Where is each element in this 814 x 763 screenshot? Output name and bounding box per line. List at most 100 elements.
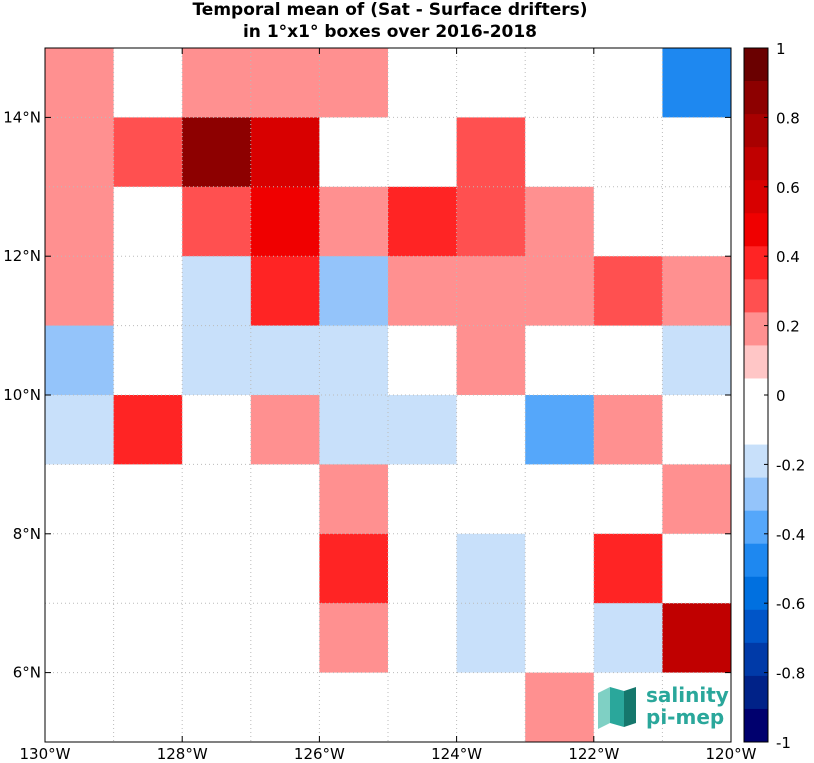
heatmap-cell xyxy=(662,256,732,327)
colorbar-bin xyxy=(744,576,768,611)
heatmap-cell xyxy=(388,464,458,535)
heatmap-cell xyxy=(182,117,252,188)
heatmap-cell xyxy=(182,48,252,118)
colorbar-bin xyxy=(744,279,768,313)
heatmap-cell xyxy=(662,117,732,188)
y-axis: 6°N 8°N 10°N 12°N 14°N xyxy=(3,108,731,682)
chart-title: Temporal mean of (Sat - Surface drifters… xyxy=(192,0,588,20)
heatmap-cell xyxy=(113,48,183,118)
colorbar: 1 0.8 0.6 0.4 0.2 0 -0.2 -0.4 -0.6 -0.8 -1 xyxy=(743,40,805,752)
colorbar-bin xyxy=(744,312,768,346)
heatmap-cell xyxy=(593,256,663,327)
heatmap-cell xyxy=(525,186,595,257)
colorbar-tick-label: 0 xyxy=(776,387,786,405)
colorbar-bin xyxy=(744,609,768,644)
heatmap-cell xyxy=(593,186,663,257)
logo-line-1: salinity xyxy=(646,683,729,707)
colorbar-tick-label: -0.4 xyxy=(776,526,805,544)
heatmap-cell xyxy=(662,672,732,743)
heatmap-cell xyxy=(662,186,732,257)
heatmap-cell xyxy=(113,672,183,743)
salinity-pi-mep-logo: salinity pi-mep xyxy=(594,683,729,733)
heatmap-cell xyxy=(45,603,115,674)
heatmap-cell xyxy=(456,464,526,535)
heatmap-cell xyxy=(182,672,252,743)
heatmap-cell xyxy=(250,256,320,327)
heatmap-cell xyxy=(182,603,252,674)
heatmap-cell xyxy=(319,256,389,327)
heatmap-cell xyxy=(388,533,458,604)
x-tick-label: 124°W xyxy=(431,745,482,763)
colorbar-tick-label: 0.8 xyxy=(776,109,800,127)
heatmap-cell xyxy=(456,117,526,188)
heatmap-cell xyxy=(593,117,663,188)
heatmap-cell xyxy=(45,117,115,188)
colorbar-bin xyxy=(744,543,768,578)
colorbar-bin xyxy=(744,114,768,148)
heatmap-cell xyxy=(456,48,526,118)
x-axis: 130°W 128°W 126°W 124°W 122°W 120°W xyxy=(20,48,757,763)
heatmap-cell xyxy=(662,603,732,674)
heatmap-cell xyxy=(250,603,320,674)
colorbar-bin xyxy=(744,411,768,445)
heatmap-cell xyxy=(250,48,320,118)
colorbar-tick-label: -1 xyxy=(776,734,791,752)
heatmap-cell xyxy=(250,186,320,257)
heatmap-cell xyxy=(525,256,595,327)
heatmap-cell xyxy=(456,395,526,465)
logo-mark-icon xyxy=(598,687,636,729)
heatmap-cell xyxy=(388,256,458,327)
heatmap-cell xyxy=(250,464,320,535)
y-tick-label: 12°N xyxy=(3,247,41,265)
heatmap-cell xyxy=(113,603,183,674)
heatmap-cell xyxy=(182,533,252,604)
heatmap-cells xyxy=(45,48,732,743)
colorbar-bin xyxy=(744,675,768,710)
heatmap-cell xyxy=(662,325,732,396)
heatmap-cell xyxy=(662,533,732,604)
heatmap-cell xyxy=(593,533,663,604)
colorbar-tick-label: -0.8 xyxy=(776,665,805,683)
y-tick-label: 14°N xyxy=(3,108,41,126)
colorbar-tick-label: -0.6 xyxy=(776,595,805,613)
heatmap-cell xyxy=(456,186,526,257)
heatmap-cell xyxy=(45,256,115,327)
heatmap-cell xyxy=(525,672,595,743)
heatmap-cell xyxy=(456,325,526,396)
heatmap-cell xyxy=(525,395,595,465)
x-tick-label: 128°W xyxy=(157,745,208,763)
heatmap-cell xyxy=(182,186,252,257)
colorbar-bin xyxy=(744,510,768,545)
x-tick-label: 122°W xyxy=(568,745,619,763)
heatmap-cell xyxy=(45,48,115,118)
heatmap-cell xyxy=(388,48,458,118)
heatmap-cell xyxy=(662,48,732,118)
heatmap-cell xyxy=(45,533,115,604)
colorbar-bin xyxy=(744,180,768,214)
colorbar-tick-label: 0.6 xyxy=(776,179,800,197)
colorbar-bin xyxy=(744,642,768,677)
heatmap-cell xyxy=(388,672,458,743)
heatmap-cell xyxy=(662,464,732,535)
heatmap-cell xyxy=(113,533,183,604)
heatmap-cell xyxy=(45,672,115,743)
heatmap-cell xyxy=(525,48,595,118)
colorbar-tick-label: 0.2 xyxy=(776,318,800,336)
heatmap-cell xyxy=(525,117,595,188)
colorbar-bin xyxy=(744,81,768,115)
heatmap-cell xyxy=(182,395,252,465)
heatmap-cell xyxy=(593,464,663,535)
y-tick-label: 8°N xyxy=(13,525,41,543)
heatmap-cell xyxy=(388,395,458,465)
heatmap-cell xyxy=(388,117,458,188)
heatmap-cell xyxy=(113,325,183,396)
heatmap-cell xyxy=(182,325,252,396)
y-tick-label: 10°N xyxy=(3,386,41,404)
heatmap-cell xyxy=(113,186,183,257)
x-tick-label: 126°W xyxy=(294,745,345,763)
heatmap-cell xyxy=(593,603,663,674)
heatmap-cell xyxy=(593,325,663,396)
x-tick-label: 130°W xyxy=(20,745,71,763)
heatmap-cell xyxy=(319,48,389,118)
